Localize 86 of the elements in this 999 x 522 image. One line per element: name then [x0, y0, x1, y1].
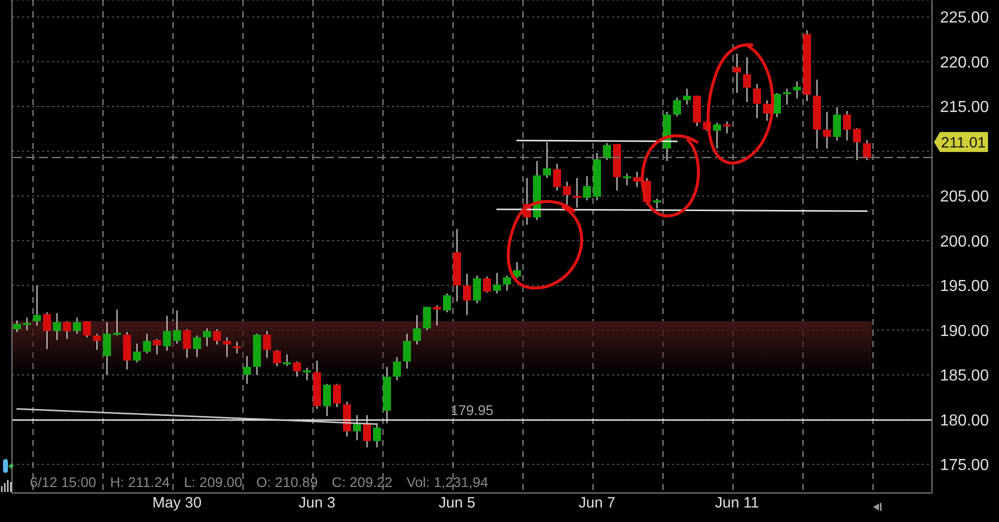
candlestick — [863, 140, 871, 161]
candlestick — [683, 88, 691, 106]
candlestick — [483, 276, 491, 294]
candlestick — [503, 275, 511, 292]
candlestick — [733, 53, 741, 94]
candlestick — [403, 333, 411, 370]
candlestick — [623, 173, 631, 186]
candlestick — [673, 97, 681, 117]
y-tick-label: 225.00 — [940, 10, 990, 27]
candlestick — [83, 320, 91, 338]
candlestick — [473, 275, 481, 304]
candlestick — [753, 84, 761, 119]
y-tick-label: 185.00 — [940, 368, 990, 385]
candlestick — [393, 356, 401, 381]
y-tick-label: 205.00 — [940, 188, 990, 206]
candlestick — [443, 292, 451, 313]
candlestick — [273, 349, 281, 366]
candlestick — [463, 273, 471, 316]
candlestick — [53, 312, 61, 340]
candlestick — [413, 314, 421, 345]
x-tick-label: Jun 7 — [578, 494, 616, 512]
candlestick — [23, 317, 31, 331]
candlestick — [153, 338, 161, 355]
candlestick — [373, 422, 381, 448]
candlestick — [433, 304, 441, 326]
candlestick — [823, 111, 831, 150]
candlestick — [293, 360, 301, 378]
candlestick — [853, 127, 861, 161]
candlestick — [63, 320, 71, 340]
candlestick — [493, 272, 501, 294]
y-tick-label: 175.00 — [940, 457, 990, 474]
annotation: 6/12 15:00 — [30, 474, 96, 490]
candlestick — [583, 176, 591, 201]
annotation: Vol: 1,231,94 — [406, 474, 488, 490]
candlestick — [563, 181, 571, 206]
y-tick-label: 195.00 — [940, 278, 990, 296]
annotation: H: 211.24 — [110, 474, 170, 490]
candlestick — [633, 171, 641, 188]
candlestick — [43, 312, 51, 350]
annotation: L: 209.00 — [184, 474, 242, 490]
candlestick — [783, 88, 791, 106]
candlestick — [843, 110, 851, 141]
candlestick — [103, 322, 111, 376]
candlestick — [323, 383, 331, 417]
candlestick — [763, 100, 771, 122]
y-tick-label: 190.00 — [940, 322, 990, 340]
candlestick — [283, 354, 291, 366]
candlestick — [263, 330, 271, 358]
ref-line-label: 179.95 — [450, 402, 494, 418]
candlestick — [793, 80, 801, 99]
y-tick-label: 220.00 — [940, 54, 990, 72]
candlestick — [183, 328, 191, 358]
candlestick — [193, 335, 201, 358]
candlestick — [833, 106, 841, 141]
candlestick — [163, 315, 171, 352]
candlestick — [143, 333, 151, 354]
candlestick — [303, 367, 311, 381]
candlestick — [423, 306, 431, 331]
candlestick — [133, 343, 141, 363]
candlestick — [173, 310, 181, 344]
candlestick — [743, 56, 751, 102]
candlestick — [333, 383, 341, 408]
y-tick-label: 200.00 — [940, 233, 990, 250]
candlestick — [203, 328, 211, 347]
x-tick-label: Jun 5 — [438, 494, 476, 512]
candlestick — [113, 309, 121, 336]
candlestick — [243, 356, 251, 384]
text: 211.01 — [941, 134, 986, 152]
candlestick — [553, 163, 561, 192]
candlestick — [73, 317, 81, 334]
candlestick — [233, 341, 241, 354]
y-tick-label: 215.00 — [940, 99, 990, 116]
annotation: C: 209.22 — [332, 474, 392, 490]
candlestick — [223, 336, 231, 358]
x-tick-label: Jun 11 — [715, 494, 759, 512]
candlestick — [93, 333, 101, 350]
candlestick — [713, 122, 721, 150]
x-tick-label: May 30 — [152, 494, 202, 512]
x-tick-label: Jun 3 — [298, 494, 336, 512]
candlestick — [513, 262, 521, 279]
annotation: O: 210.89 — [256, 474, 318, 490]
candlestick — [13, 320, 21, 332]
candlestick — [723, 121, 731, 134]
y-tick-label: 180.00 — [940, 412, 990, 430]
candlestick — [33, 284, 41, 326]
candlestick — [213, 328, 221, 345]
